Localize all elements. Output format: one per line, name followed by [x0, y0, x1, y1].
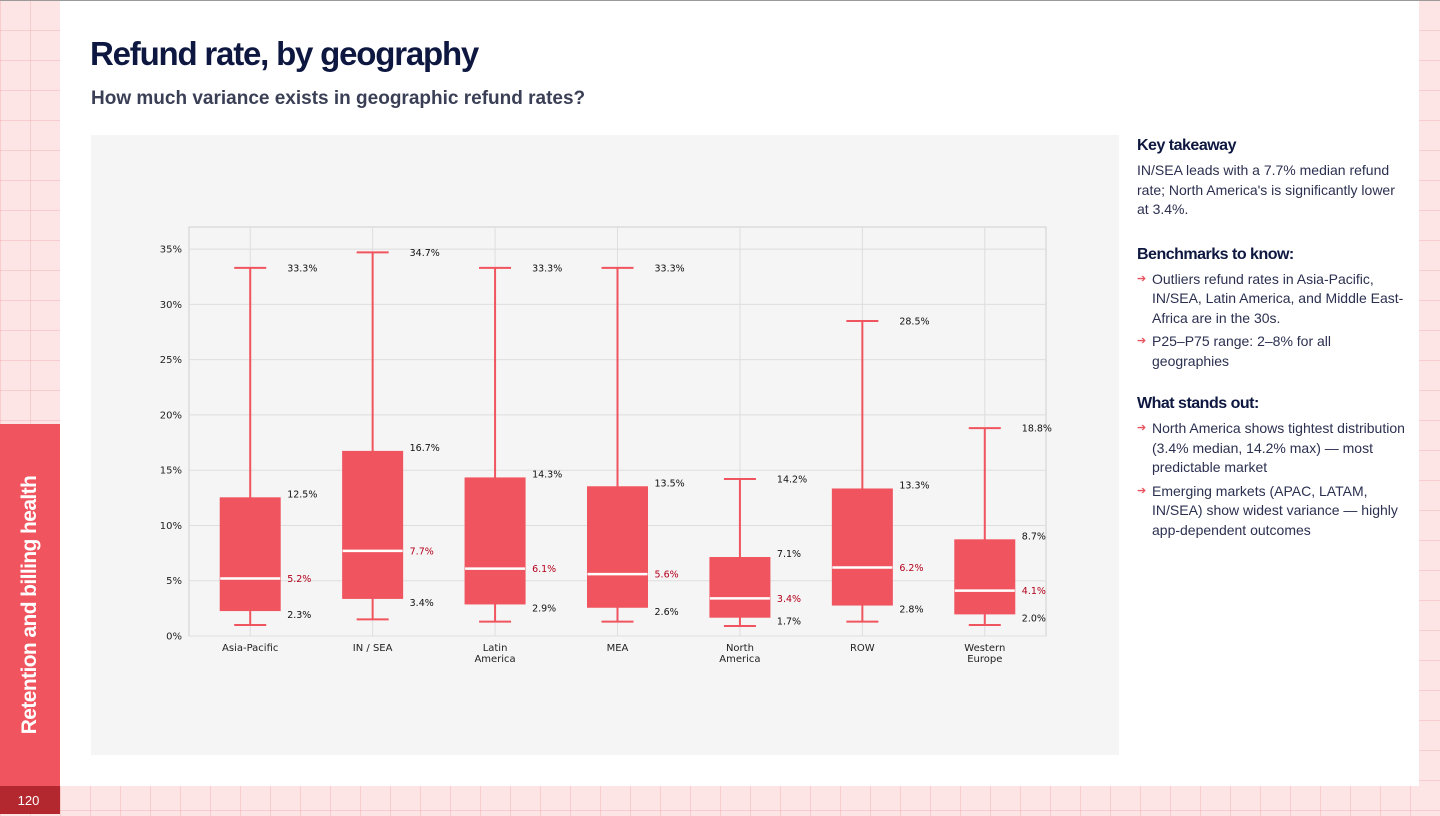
max-value-label: 33.3% [655, 263, 685, 274]
x-tick-label: ROW [850, 643, 875, 654]
y-tick-label: 30% [160, 300, 182, 311]
key-takeaway-text: IN/SEA leads with a 7.7% median refund r… [1137, 162, 1395, 217]
box-iqr [464, 477, 526, 605]
chart-panel: 0% 5% 10% 15% 20% 25% 30% 35% 33.3% 12.5% 5.2% 2.3%… [91, 135, 1119, 755]
y-tick-label: 0% [166, 632, 182, 643]
x-tick-label: Latin [483, 643, 508, 654]
x-tick-label: America [719, 654, 760, 665]
benchmarks-list: ➔ Outliers refund rates in Asia-Pacific,… [1137, 270, 1407, 372]
median-value-label: 7.7% [410, 546, 434, 557]
stands-out-list: ➔ North America shows tightest distribut… [1137, 419, 1407, 540]
q1-value-label: 2.6% [655, 607, 679, 618]
q1-value-label: 1.7% [777, 617, 801, 628]
top-border-line [0, 0, 1440, 1]
max-value-label: 33.3% [287, 263, 317, 274]
median-value-label: 6.1% [532, 564, 556, 575]
arrow-right-icon: ➔ [1137, 272, 1147, 285]
x-tick-label: North [726, 643, 754, 654]
q3-value-label: 12.5% [287, 489, 317, 500]
y-tick-label: 20% [160, 410, 182, 421]
section-tab-label: Retention and billing health [18, 475, 41, 735]
x-tick-label: MEA [607, 643, 629, 654]
list-item: ➔ North America shows tightest distribut… [1137, 419, 1407, 478]
section-tab: Retention and billing health [0, 424, 60, 786]
benchmarks-heading: Benchmarks to know: [1137, 245, 1294, 263]
list-item: ➔ P25–P75 range: 2–8% for all geographie… [1137, 332, 1407, 371]
max-value-label: 18.8% [1022, 424, 1052, 435]
x-tick-label: Europe [967, 654, 1002, 665]
q1-value-label: 2.8% [899, 605, 923, 616]
key-takeaway-heading: Key takeaway [1137, 137, 1236, 154]
refund-rate-box-plot: 0% 5% 10% 15% 20% 25% 30% 35% 33.3% 12.5% 5.2% 2.3%… [160, 226, 1052, 665]
max-value-label: 34.7% [410, 248, 440, 259]
q1-value-label: 2.9% [532, 603, 556, 614]
page-title: Refund rate, by geography [90, 35, 479, 72]
box-iqr [831, 488, 893, 606]
sidebar-notes: Key takeaway IN/SEA leads with a 7.7% me… [1137, 137, 1407, 564]
median-value-label: 4.1% [1022, 586, 1046, 597]
median-value-label: 3.4% [777, 594, 801, 605]
y-tick-label: 25% [160, 355, 182, 366]
box-iqr [709, 557, 771, 618]
q1-value-label: 2.0% [1022, 613, 1046, 624]
q3-value-label: 7.1% [777, 549, 801, 560]
arrow-right-icon: ➔ [1137, 335, 1147, 347]
page-subtitle: How much variance exists in geographic r… [91, 88, 586, 109]
median-value-label: 6.2% [899, 563, 923, 574]
stands-out-text: Emerging markets (APAC, LATAM, IN/SEA) s… [1152, 482, 1398, 538]
x-tick-label: Asia-Pacific [222, 643, 278, 654]
q3-value-label: 16.7% [410, 443, 440, 454]
box-iqr [587, 486, 648, 608]
page-number: 120 [17, 793, 40, 808]
q3-value-label: 13.3% [899, 480, 929, 491]
y-tick-label: 5% [166, 576, 182, 587]
x-tick-label: America [474, 654, 515, 665]
slide-page: Refund rate, by geography How much varia… [60, 1, 1419, 786]
x-tick-label: IN / SEA [353, 643, 393, 654]
median-value-label: 5.6% [655, 570, 679, 581]
y-tick-label: 10% [160, 521, 182, 532]
list-item: ➔ Emerging markets (APAC, LATAM, IN/SEA)… [1137, 482, 1407, 541]
box-iqr [954, 539, 1016, 615]
q3-value-label: 8.7% [1022, 531, 1046, 542]
box-iqr [342, 450, 404, 599]
median-value-label: 5.2% [287, 574, 311, 585]
box-iqr [219, 497, 281, 612]
stands-out-heading: What stands out: [1137, 395, 1259, 412]
benchmark-text: P25–P75 range: 2–8% for all geographies [1152, 333, 1332, 369]
q3-value-label: 14.3% [532, 469, 562, 480]
arrow-right-icon: ➔ [1137, 484, 1147, 497]
x-tick-label: Western [964, 643, 1005, 654]
q1-value-label: 3.4% [410, 598, 434, 609]
q3-value-label: 13.5% [655, 478, 685, 489]
benchmark-text: Outliers refund rates in Asia-Pacific, I… [1152, 270, 1404, 326]
list-item: ➔ Outliers refund rates in Asia-Pacific,… [1137, 270, 1407, 329]
y-tick-label: 15% [160, 466, 182, 477]
max-value-label: 28.5% [899, 316, 929, 327]
arrow-right-icon: ➔ [1137, 422, 1147, 434]
max-value-label: 33.3% [532, 263, 562, 274]
q1-value-label: 2.3% [287, 610, 311, 621]
stands-out-text: North America shows tightest distributio… [1152, 420, 1405, 475]
y-tick-label: 35% [160, 245, 182, 256]
max-value-label: 14.2% [777, 475, 807, 486]
page-number-box: 120 [0, 786, 60, 814]
